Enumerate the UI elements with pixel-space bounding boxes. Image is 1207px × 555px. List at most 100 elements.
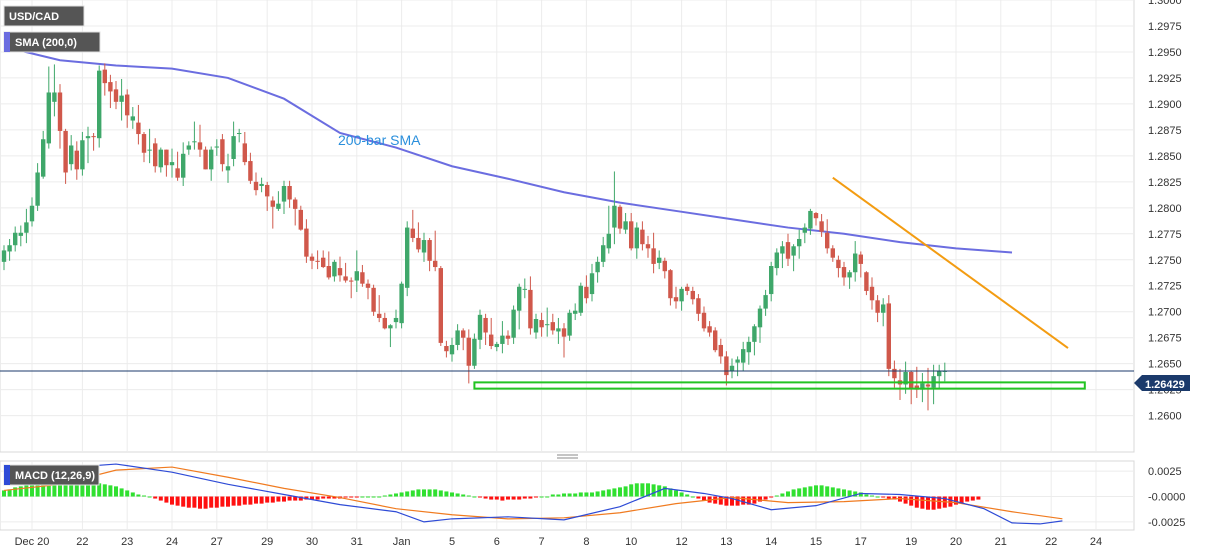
candle-body <box>696 298 701 314</box>
candle-body <box>304 228 309 257</box>
candle-body <box>444 346 449 352</box>
candle-body <box>382 317 387 329</box>
candle-body <box>416 237 421 250</box>
support-zone <box>473 381 1086 390</box>
macd-hist-bar <box>63 479 68 497</box>
macd-hist-bar <box>601 490 606 497</box>
y-tick-label: 1.2750 <box>1148 255 1182 267</box>
macd-hist-bar <box>651 484 656 497</box>
candle-body <box>377 313 382 318</box>
macd-hist-bar <box>791 489 796 497</box>
x-tick-label: 24 <box>1090 536 1102 548</box>
macd-hist-bar <box>774 495 779 497</box>
macd-hist-bar <box>270 496 275 503</box>
candle-body <box>405 227 410 288</box>
candle-body <box>752 326 757 342</box>
macd-hist-bar <box>937 496 942 509</box>
sma-legend: SMA (200,0) <box>3 31 101 53</box>
candle-body <box>500 335 505 344</box>
macd-hist-bar <box>534 496 538 498</box>
macd-hist-bar <box>315 496 320 500</box>
macd-hist-bar <box>662 486 667 497</box>
macd-hist-bar <box>618 487 622 497</box>
y-tick-label: 1.2950 <box>1148 47 1182 59</box>
macd-hist-bar <box>153 496 158 499</box>
candle-body <box>108 82 113 92</box>
candle-body <box>158 149 163 168</box>
candle-body <box>808 210 813 229</box>
candle-body <box>858 254 863 264</box>
candle-body <box>113 89 119 102</box>
macd-hist-bar <box>696 496 701 499</box>
macd-hist-bar <box>282 496 286 502</box>
sma-annotation: 200-bar SMA <box>338 132 421 148</box>
macd-hist-bar <box>567 493 572 497</box>
macd-hist-bar <box>836 488 841 497</box>
candle-body <box>489 334 494 347</box>
macd-hist-bar <box>573 493 578 497</box>
macd-hist-bar <box>730 496 734 506</box>
x-tick-label: Dec 20 <box>15 536 50 548</box>
candle-body <box>449 344 455 355</box>
x-tick-label: 14 <box>765 536 777 548</box>
candle-body <box>640 229 645 245</box>
panel-splitter[interactable] <box>557 454 578 459</box>
macd-hist-bar <box>444 491 449 497</box>
candle-body <box>388 325 393 329</box>
x-tick-label: 22 <box>1045 536 1057 548</box>
candle-body <box>830 248 835 258</box>
macd-hist-bar <box>405 491 410 497</box>
macd-hist-bar <box>483 496 488 499</box>
candle-body <box>584 286 589 299</box>
macd-hist-bar <box>511 496 516 500</box>
candle-body <box>421 240 427 253</box>
y-tick-label: 1.2925 <box>1148 73 1182 85</box>
x-tick-label: 30 <box>306 536 318 548</box>
macd-hist-bar <box>354 496 359 498</box>
x-tick-label: 31 <box>351 536 363 548</box>
candle-body <box>578 285 583 313</box>
candle-body <box>231 136 236 159</box>
candle-body <box>533 318 539 333</box>
macd-hist-bar <box>293 496 298 501</box>
macd-hist-bar <box>394 493 398 497</box>
macd-hist-bar <box>814 485 818 497</box>
candle-body <box>248 161 253 181</box>
candle-body <box>819 221 824 232</box>
x-tick-label: 8 <box>583 536 589 548</box>
macd-hist-bar <box>13 487 18 497</box>
x-tick-label: 13 <box>720 536 732 548</box>
candle-body <box>427 240 432 261</box>
x-tick-label: 20 <box>950 536 962 548</box>
macd-hist-bar <box>158 496 163 501</box>
candle-body <box>517 286 522 311</box>
macd-hist-bar <box>612 488 617 497</box>
candle-body <box>629 221 634 249</box>
macd-hist-bar <box>478 496 482 498</box>
macd-hist-bar <box>858 492 863 497</box>
macd-hist-bar <box>108 485 113 497</box>
x-tick-label: 19 <box>905 536 917 548</box>
macd-hist-bar <box>433 489 438 497</box>
candle-body <box>7 245 12 252</box>
macd-hist-bar <box>147 496 152 498</box>
candle-body <box>237 133 242 135</box>
candle-body <box>225 166 231 171</box>
candle-body <box>97 70 102 139</box>
macd-tick-label: -0.0025 <box>1148 517 1185 529</box>
macd-hist-bar <box>668 488 673 497</box>
candle-body <box>365 283 371 288</box>
macd-hist-bar <box>242 496 247 505</box>
trendline-path <box>832 176 1069 349</box>
macd-hist-bar <box>450 492 454 497</box>
candle-body <box>539 320 544 328</box>
macd-hist-bar <box>522 496 527 499</box>
macd-hist-bar <box>965 496 970 502</box>
macd-hist-bar <box>461 494 466 497</box>
candle-body <box>35 172 40 206</box>
macd-hist-bar <box>86 481 90 497</box>
candle-body <box>1 250 7 262</box>
candle-body <box>545 324 550 326</box>
candle-body <box>253 181 259 191</box>
y-tick-label: 1.2850 <box>1148 151 1182 163</box>
